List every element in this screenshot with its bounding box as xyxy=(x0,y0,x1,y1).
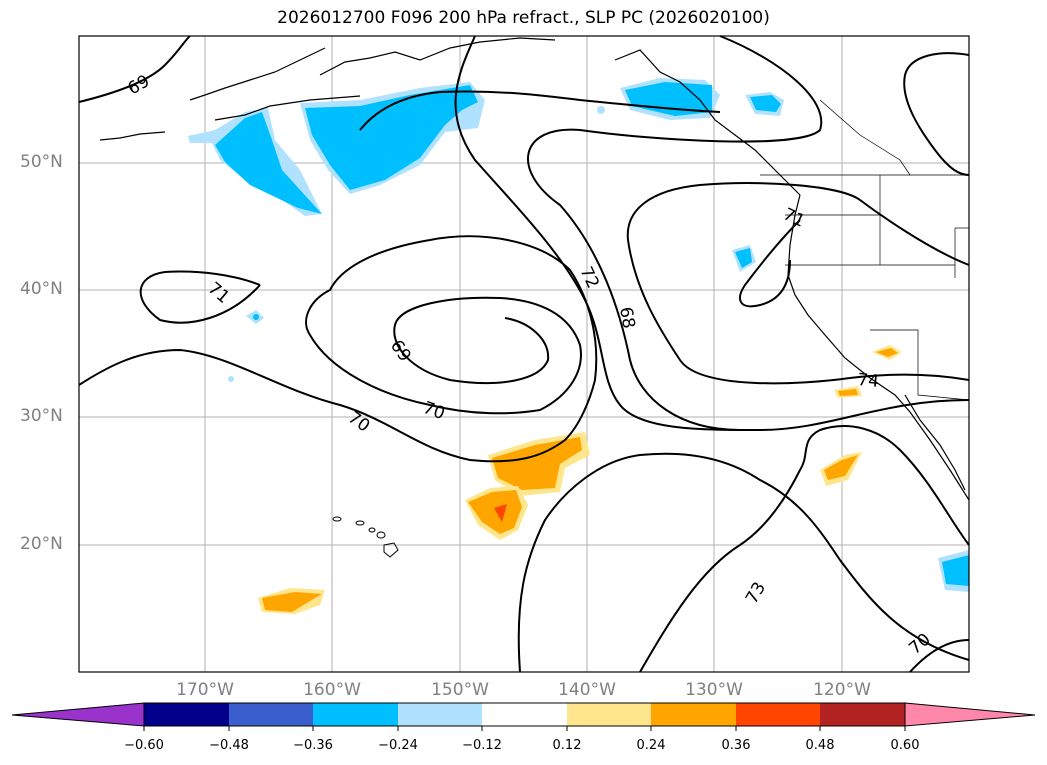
contour-label: 68 xyxy=(615,305,638,330)
colorbar-bin xyxy=(398,703,482,726)
lat-label: 20°N xyxy=(20,534,63,554)
colorbar-tick-label: −0.12 xyxy=(462,738,502,753)
lon-label: 140°W xyxy=(558,680,616,700)
colorbar-tick-label: −0.60 xyxy=(124,738,164,753)
colorbar-bin xyxy=(229,703,313,726)
map-title: 2026012700 F096 200 hPa refract., SLP PC… xyxy=(277,8,770,28)
lat-label: 40°N xyxy=(20,279,63,299)
colorbar-bin xyxy=(567,703,651,726)
colorbar-tick-label: 0.24 xyxy=(636,738,666,753)
lon-label: 130°W xyxy=(685,680,743,700)
colorbar-tick-label: −0.36 xyxy=(293,738,333,753)
lon-label: 160°W xyxy=(303,680,361,700)
positive-anomaly-shading xyxy=(258,345,902,614)
political-borders xyxy=(760,99,970,401)
colorbar-bin xyxy=(482,703,567,726)
coastlines xyxy=(99,37,970,501)
lon-label: 120°W xyxy=(813,680,871,700)
colorbar-extend-high xyxy=(904,702,1036,727)
colorbar-bin xyxy=(820,703,905,726)
colorbar-bin xyxy=(651,703,736,726)
lon-label: 150°W xyxy=(431,680,489,700)
colorbar-tick-label: −0.24 xyxy=(378,738,418,753)
colorbar-tick-label: 0.12 xyxy=(552,738,582,753)
colorbar-bin xyxy=(144,703,229,726)
colorbar-tick-label: 0.36 xyxy=(721,738,751,753)
map-frame xyxy=(78,35,970,673)
colorbar-tick-label: 0.48 xyxy=(805,738,835,753)
lat-label: 50°N xyxy=(20,152,63,172)
colorbar-tick-label: −0.48 xyxy=(209,738,249,753)
colorbar-bin xyxy=(313,703,398,726)
colorbar-extend-low xyxy=(11,702,145,727)
contour-label: 74 xyxy=(857,370,880,392)
colorbar xyxy=(11,702,1036,731)
lon-label: 170°W xyxy=(176,680,234,700)
lat-label: 30°N xyxy=(20,406,63,426)
hawaiian-islands xyxy=(332,516,399,558)
colorbar-tick-label: 0.60 xyxy=(890,738,920,753)
colorbar-bin xyxy=(736,703,820,726)
slp-contours xyxy=(78,35,970,673)
